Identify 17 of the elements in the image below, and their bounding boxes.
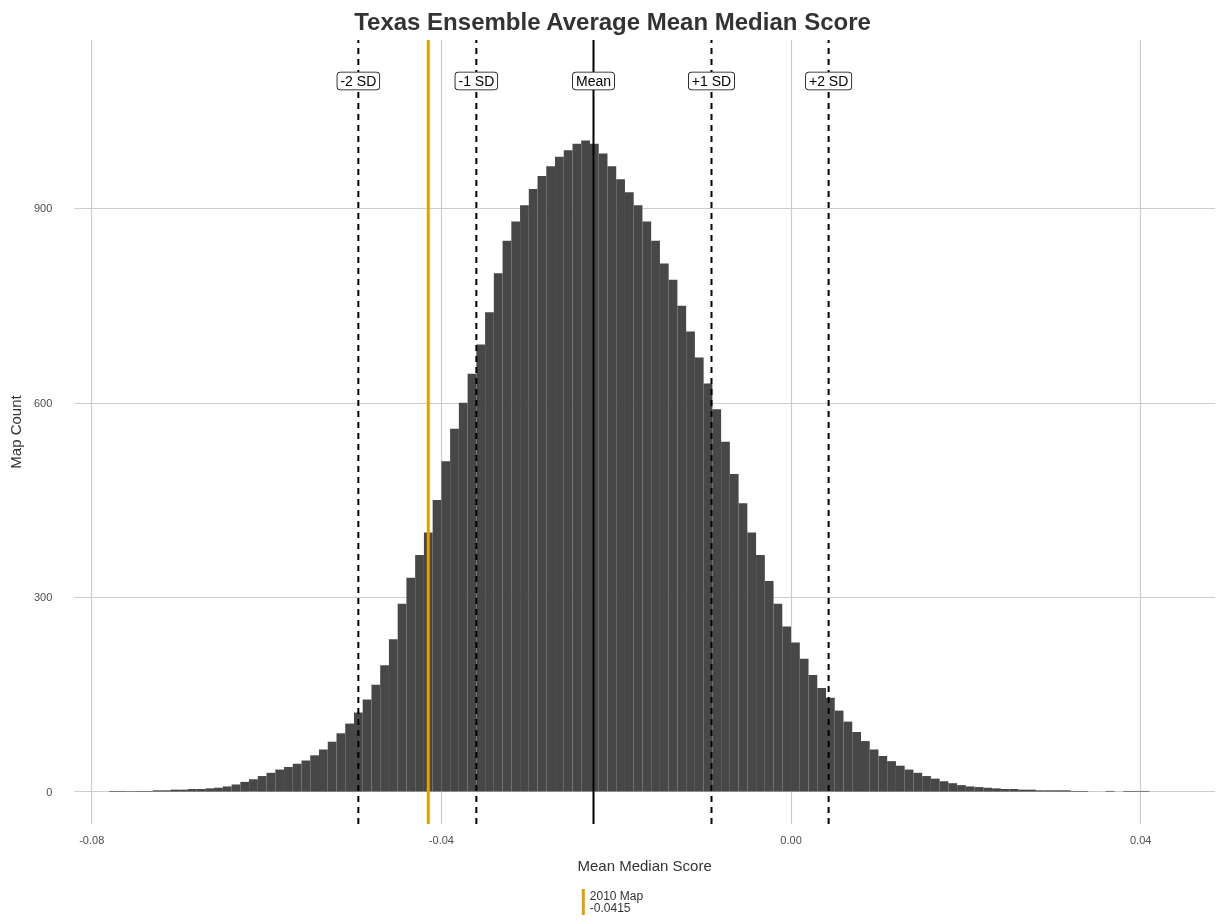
y-tick-label: 300: [33, 591, 53, 604]
x-tick-label: 0.00: [780, 833, 802, 846]
x-tick-label: -0.04: [428, 833, 454, 846]
x-axis-title: Mean Median Score: [577, 857, 712, 874]
x-tick-label: -0.08: [79, 833, 105, 846]
y-axis-title: Map Count: [7, 394, 24, 469]
ref-line-label: +1 SD: [691, 73, 732, 89]
legend-label: 2010 Map -0.0415: [589, 889, 644, 915]
x-tick-label: 0.04: [1129, 833, 1152, 846]
y-tick-label: 900: [33, 202, 53, 215]
y-tick-label: 600: [33, 396, 53, 409]
ref-line-label: Mean: [575, 73, 612, 89]
ref-line-label: +2 SD: [808, 73, 849, 89]
y-tick-label: 0: [46, 785, 53, 798]
ref-line-label: -1 SD: [458, 73, 495, 89]
chart-title: Texas Ensemble Average Mean Median Score: [354, 7, 871, 35]
ref-line-label: -2 SD: [340, 73, 377, 89]
